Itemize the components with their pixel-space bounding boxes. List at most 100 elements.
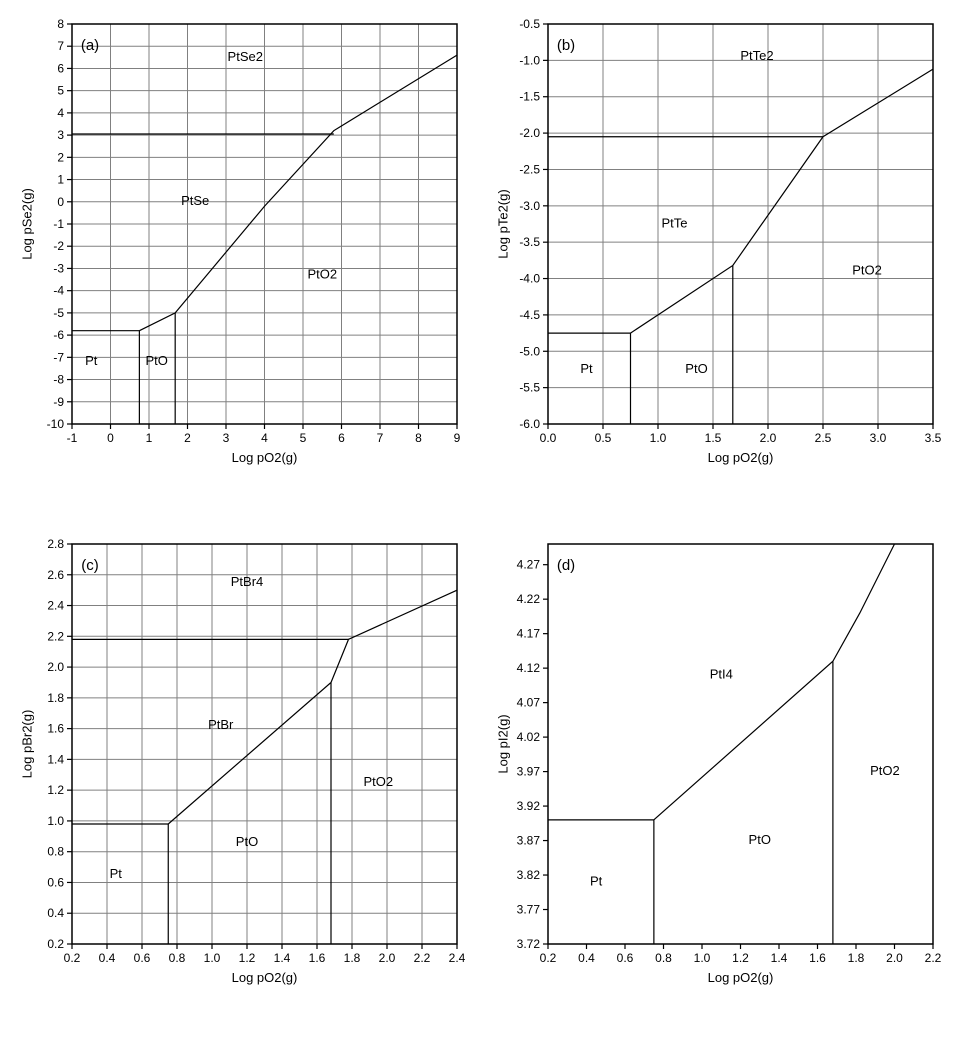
region-label-pto: PtO <box>236 834 258 849</box>
svg-text:0.4: 0.4 <box>99 951 116 965</box>
region-label-pto: PtO <box>685 361 707 376</box>
svg-text:-6.0: -6.0 <box>519 417 540 431</box>
svg-text:2.8: 2.8 <box>47 537 64 551</box>
svg-text:4.12: 4.12 <box>516 661 540 675</box>
svg-text:1.6: 1.6 <box>809 951 826 965</box>
svg-text:1: 1 <box>146 431 153 445</box>
svg-text:-5.5: -5.5 <box>519 381 540 395</box>
panel-letter: (b) <box>556 37 574 54</box>
region-label-ptbr: PtBr <box>208 717 234 732</box>
region-label-pt: Pt <box>85 353 98 368</box>
svg-text:-0.5: -0.5 <box>519 17 540 31</box>
region-label-pto2: PtO2 <box>870 763 900 778</box>
panel-letter: (c) <box>81 557 99 574</box>
panel-b: 0.00.51.01.52.02.53.03.5-6.0-5.5-5.0-4.5… <box>488 12 944 472</box>
svg-text:-3.5: -3.5 <box>519 235 540 249</box>
svg-text:-1: -1 <box>53 217 64 231</box>
region-label-ptbr4: PtBr4 <box>231 574 264 589</box>
svg-text:0.4: 0.4 <box>47 906 64 920</box>
phase-diagram-grid: -10123456789-10-9-8-7-6-5-4-3-2-10123456… <box>12 12 943 992</box>
svg-text:0.6: 0.6 <box>134 951 151 965</box>
svg-text:-2: -2 <box>53 239 64 253</box>
svg-text:3.87: 3.87 <box>516 834 540 848</box>
svg-text:4: 4 <box>57 106 64 120</box>
svg-text:0.8: 0.8 <box>655 951 672 965</box>
svg-text:-1.0: -1.0 <box>519 53 540 67</box>
panel-c: 0.2 0.4 0.6 0.8 1.0 1.2 1.4 1.6 1.8 2.0 2.2 2.4 0.2 0… <box>12 532 468 992</box>
svg-text:-4.0: -4.0 <box>519 272 540 286</box>
svg-text:8: 8 <box>57 17 64 31</box>
y-axis-label: Log pTe2(g) <box>495 189 510 258</box>
svg-text:2: 2 <box>57 150 64 164</box>
phase-diagram-c: 0.2 0.4 0.6 0.8 1.0 1.2 1.4 1.6 1.8 2.0 2.2 2.4 0.2 0… <box>12 532 467 992</box>
svg-text:3.82: 3.82 <box>516 868 540 882</box>
svg-text:1.2: 1.2 <box>47 783 64 797</box>
svg-text:2.0: 2.0 <box>886 951 903 965</box>
svg-text:0.6: 0.6 <box>616 951 633 965</box>
svg-text:4: 4 <box>261 431 268 445</box>
svg-text:2.0: 2.0 <box>379 951 396 965</box>
svg-text:1.4: 1.4 <box>274 951 291 965</box>
svg-text:2.6: 2.6 <box>47 568 64 582</box>
svg-text:3.72: 3.72 <box>516 937 540 951</box>
svg-text:1.0: 1.0 <box>47 814 64 828</box>
svg-text:1.6: 1.6 <box>309 951 326 965</box>
region-label-ptse2: PtSe2 <box>228 49 263 64</box>
region-label-pto: PtO <box>748 832 770 847</box>
phase-diagram-d: 0.20.40.60.81.01.21.41.61.82.02.23.723.7… <box>488 532 943 992</box>
svg-text:1.2: 1.2 <box>732 951 749 965</box>
svg-text:-10: -10 <box>47 417 65 431</box>
svg-text:2.4: 2.4 <box>47 599 64 613</box>
svg-text:2.2: 2.2 <box>47 629 64 643</box>
svg-text:3.0: 3.0 <box>869 431 886 445</box>
svg-text:-4: -4 <box>53 284 64 298</box>
svg-text:9: 9 <box>454 431 461 445</box>
svg-text:-1: -1 <box>67 431 78 445</box>
svg-text:2.2: 2.2 <box>924 951 941 965</box>
svg-text:1.0: 1.0 <box>649 431 666 445</box>
svg-text:1.8: 1.8 <box>847 951 864 965</box>
y-axis-label: Log pBr2(g) <box>19 710 34 779</box>
svg-text:3: 3 <box>223 431 230 445</box>
svg-text:6: 6 <box>57 61 64 75</box>
region-label-pt: Pt <box>580 361 593 376</box>
svg-text:0.5: 0.5 <box>594 431 611 445</box>
svg-text:0.2: 0.2 <box>47 937 64 951</box>
svg-text:1.8: 1.8 <box>47 691 64 705</box>
svg-text:2.0: 2.0 <box>759 431 776 445</box>
svg-text:1.4: 1.4 <box>770 951 787 965</box>
svg-text:1: 1 <box>57 173 64 187</box>
svg-text:2.4: 2.4 <box>449 951 466 965</box>
svg-text:2: 2 <box>184 431 191 445</box>
region-label-pt: Pt <box>110 866 123 881</box>
svg-text:3.77: 3.77 <box>516 903 540 917</box>
svg-text:-9: -9 <box>53 395 64 409</box>
svg-text:3.5: 3.5 <box>924 431 941 445</box>
svg-text:-4.5: -4.5 <box>519 308 540 322</box>
svg-text:0.8: 0.8 <box>47 845 64 859</box>
panel-letter: (d) <box>556 557 574 574</box>
phase-diagram-b: 0.00.51.01.52.02.53.03.5-6.0-5.5-5.0-4.5… <box>488 12 943 472</box>
panel-d: 0.20.40.60.81.01.21.41.61.82.02.23.723.7… <box>488 532 944 992</box>
svg-text:5: 5 <box>300 431 307 445</box>
x-axis-label: Log pO2(g) <box>232 970 298 985</box>
svg-text:8: 8 <box>415 431 422 445</box>
svg-text:4.17: 4.17 <box>516 627 540 641</box>
region-label-ptte2: PtTe2 <box>740 48 773 63</box>
panel-a: -10123456789-10-9-8-7-6-5-4-3-2-10123456… <box>12 12 468 472</box>
panel-letter: (a) <box>81 37 99 54</box>
svg-text:0: 0 <box>107 431 114 445</box>
phase-boundary <box>653 544 894 820</box>
region-label-pti4: PtI4 <box>709 666 732 681</box>
x-axis-label: Log pO2(g) <box>707 450 773 465</box>
svg-text:6: 6 <box>338 431 345 445</box>
svg-text:1.0: 1.0 <box>204 951 221 965</box>
svg-text:0.2: 0.2 <box>64 951 81 965</box>
svg-text:1.2: 1.2 <box>239 951 256 965</box>
svg-text:0: 0 <box>57 195 64 209</box>
region-label-pto2: PtO2 <box>307 267 337 282</box>
svg-text:1.0: 1.0 <box>693 951 710 965</box>
svg-text:3.92: 3.92 <box>516 799 540 813</box>
svg-text:-5: -5 <box>53 306 64 320</box>
svg-text:3.97: 3.97 <box>516 765 540 779</box>
